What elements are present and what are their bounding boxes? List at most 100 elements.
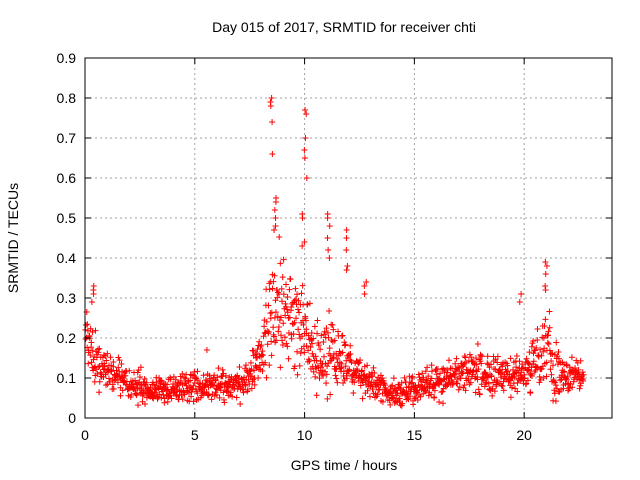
data-point xyxy=(251,381,258,388)
data-point xyxy=(347,351,354,358)
data-point xyxy=(179,370,186,377)
data-point xyxy=(514,388,521,395)
data-point xyxy=(277,260,284,267)
data-point xyxy=(525,366,532,373)
data-point xyxy=(82,336,89,343)
data-point xyxy=(213,391,220,398)
data-point xyxy=(330,354,337,361)
data-point xyxy=(325,334,332,341)
data-point xyxy=(463,366,470,373)
data-point xyxy=(221,399,228,406)
data-point xyxy=(89,328,96,335)
data-point xyxy=(110,359,117,366)
data-point xyxy=(460,362,467,369)
data-point xyxy=(88,299,95,305)
data-point xyxy=(420,374,427,381)
data-point xyxy=(431,387,438,394)
data-point xyxy=(547,366,554,373)
data-point xyxy=(229,393,236,400)
data-point xyxy=(538,352,545,359)
data-point xyxy=(100,352,107,359)
data-point xyxy=(236,364,243,371)
data-point xyxy=(137,364,144,371)
data-point xyxy=(481,383,488,390)
data-point xyxy=(111,377,118,384)
data-point xyxy=(284,343,291,350)
data-point xyxy=(91,353,98,360)
data-point xyxy=(334,379,341,386)
data-point xyxy=(214,374,221,381)
data-point xyxy=(96,389,103,396)
data-point xyxy=(281,334,288,341)
data-point xyxy=(471,360,478,367)
data-point xyxy=(550,362,557,369)
data-point xyxy=(115,364,122,371)
data-point xyxy=(457,375,464,382)
data-point xyxy=(542,316,549,323)
data-point xyxy=(263,374,270,381)
plot-frame xyxy=(84,57,613,419)
data-point xyxy=(244,388,251,395)
data-point xyxy=(364,387,371,394)
data-point xyxy=(555,349,562,356)
data-point xyxy=(563,361,570,368)
data-point xyxy=(87,352,94,359)
data-point xyxy=(110,385,117,392)
data-point xyxy=(431,394,438,401)
data-point xyxy=(504,362,511,369)
data-point xyxy=(105,375,112,382)
data-point xyxy=(366,393,373,400)
y-axis-label: SRMTID / TECUs xyxy=(5,183,21,293)
data-point xyxy=(439,388,446,395)
data-point xyxy=(274,313,281,320)
data-point xyxy=(183,382,190,389)
data-point xyxy=(411,395,418,402)
data-point xyxy=(343,267,350,273)
data-point xyxy=(489,392,496,399)
data-point xyxy=(313,392,320,399)
data-point xyxy=(215,365,222,372)
data-point xyxy=(96,378,103,385)
data-point xyxy=(219,373,226,380)
x-tick-label: 5 xyxy=(191,427,199,443)
data-point xyxy=(528,373,535,380)
data-point xyxy=(212,389,219,396)
y-tick-label: 0.1 xyxy=(57,370,77,386)
data-point xyxy=(543,359,550,366)
data-point xyxy=(544,339,551,346)
data-point xyxy=(275,328,282,335)
x-tick-label: 15 xyxy=(407,427,423,443)
y-tick-label: 0.5 xyxy=(57,210,77,226)
data-point xyxy=(341,342,348,349)
data-point xyxy=(543,263,550,269)
data-point xyxy=(461,382,468,389)
data-point xyxy=(507,394,514,401)
y-tick-label: 0.7 xyxy=(57,130,77,146)
data-point xyxy=(415,371,422,378)
data-point xyxy=(302,107,309,113)
data-point xyxy=(566,364,573,371)
data-point xyxy=(318,332,325,339)
data-point xyxy=(342,363,349,370)
data-point xyxy=(271,333,278,340)
data-point xyxy=(351,379,358,386)
data-point xyxy=(551,390,558,397)
data-point xyxy=(399,400,406,407)
data-point xyxy=(227,389,234,396)
data-point xyxy=(268,95,275,101)
data-point xyxy=(295,306,302,313)
data-point xyxy=(285,355,292,362)
data-point xyxy=(309,340,316,347)
data-point xyxy=(194,390,201,397)
data-point xyxy=(291,319,298,326)
data-point xyxy=(314,330,321,337)
data-point xyxy=(348,359,355,366)
data-point xyxy=(363,279,370,285)
x-tick-label: 20 xyxy=(516,427,532,443)
data-point xyxy=(167,376,174,383)
data-point xyxy=(250,376,257,383)
data-point xyxy=(296,309,303,316)
data-point xyxy=(326,345,333,352)
data-point xyxy=(331,337,338,344)
data-point xyxy=(247,359,254,366)
